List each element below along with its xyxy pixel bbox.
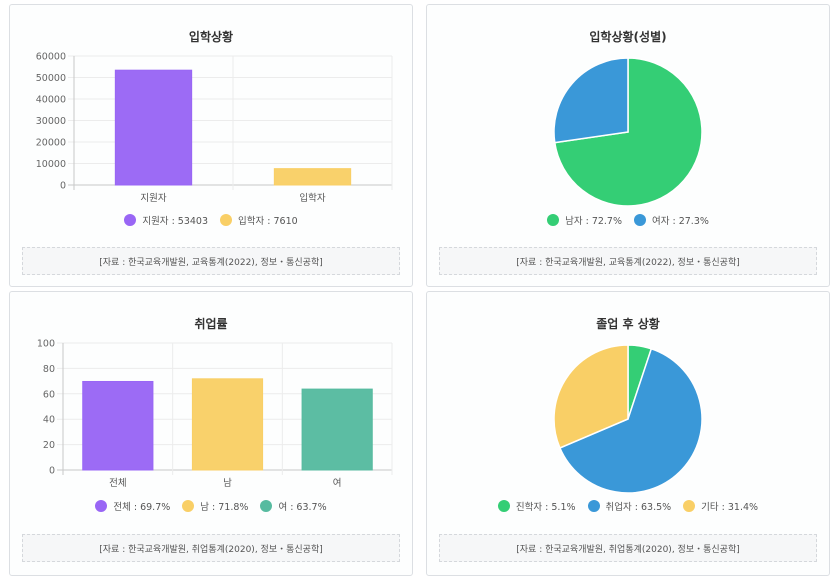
legend-dot-men bbox=[182, 500, 195, 512]
y-tick-label: 100 bbox=[37, 339, 55, 350]
pie-slice-2[interactable] bbox=[553, 344, 629, 449]
legend-label-total: 전체 : 69.7% bbox=[113, 502, 171, 513]
legend-after-graduation: 진학자 : 5.1% 취업자 : 63.5% 기타 : 31.4% bbox=[427, 499, 829, 513]
y-tick-label: 60000 bbox=[36, 52, 66, 63]
y-tick-label: 60 bbox=[43, 389, 55, 400]
legend-admission-gender: 남자 : 72.7% 여자 : 27.3% bbox=[427, 213, 829, 227]
bar-chart-employment-rate: 0 20 40 60 80 100 전체 남 여 bbox=[37, 339, 393, 489]
y-tick-label: 10000 bbox=[36, 159, 66, 170]
y-tick-label: 20 bbox=[43, 440, 55, 451]
legend-item-applicants[interactable]: 지원자 : 53403 bbox=[124, 213, 208, 227]
legend-dot-total bbox=[95, 500, 108, 512]
legend-dot-employed bbox=[587, 500, 600, 512]
y-tick-label: 30000 bbox=[36, 116, 66, 127]
legend-dot-female bbox=[634, 214, 646, 226]
legend-dot-other bbox=[683, 500, 696, 512]
legend-item-total[interactable]: 전체 : 69.7% bbox=[95, 499, 170, 513]
legend-item-women[interactable]: 여 : 63.7% bbox=[260, 499, 327, 513]
source-note-employment-rate: [자료 : 한국교육개발원, 취업통계(2020), 정보・통신공학] bbox=[22, 534, 400, 562]
legend-item-men[interactable]: 남 : 71.8% bbox=[182, 499, 248, 513]
legend-item-other[interactable]: 기타 : 31.4% bbox=[683, 499, 758, 513]
y-tick-label: 50000 bbox=[36, 73, 66, 84]
x-tick-label: 남 bbox=[223, 478, 232, 489]
x-tick-label: 전체 bbox=[109, 478, 126, 489]
pie-slice-1[interactable] bbox=[553, 57, 629, 144]
y-tick-label: 80 bbox=[43, 364, 55, 375]
chart-card-after-graduation: 졸업 후 상황 진학자 : 5.1% 취업자 : 63.5% 기타 : 31.4… bbox=[426, 291, 830, 576]
legend-item-employed[interactable]: 취업자 : 63.5% bbox=[587, 499, 672, 513]
source-note-admission: [자료 : 한국교육개발원, 교육통계(2022), 정보・통신공학] bbox=[22, 247, 400, 275]
legend-label-further-study: 진학자 : 5.1% bbox=[515, 502, 576, 513]
legend-admission: 지원자 : 53403 입학자 : 7610 bbox=[10, 213, 412, 227]
chart-card-admission: 입학상황 0 10000 20000 30000 40000 50000 60000 지원자 입… bbox=[9, 4, 413, 287]
legend-dot-admitted bbox=[220, 214, 233, 226]
chart-title-employment-rate: 취업률 bbox=[194, 317, 228, 331]
chart-card-employment-rate: 취업률 0 20 40 60 80 100 전체 남 여 전체 : 69.7% 남 : 71.8… bbox=[9, 291, 413, 576]
x-tick-label: 입학자 bbox=[299, 192, 325, 204]
bar-1[interactable] bbox=[191, 378, 264, 471]
legend-item-female[interactable]: 여자 : 27.3% bbox=[634, 213, 709, 227]
legend-label-women: 여 : 63.7% bbox=[278, 502, 327, 513]
legend-label-other: 기타 : 31.4% bbox=[701, 502, 759, 513]
bar-2[interactable] bbox=[301, 388, 373, 471]
chart-title-admission: 입학상황 bbox=[188, 30, 234, 44]
pie-chart-after-graduation bbox=[553, 344, 703, 494]
legend-label-admitted: 입학자 : 7610 bbox=[238, 216, 298, 227]
bar-0[interactable] bbox=[114, 69, 193, 186]
x-tick-label: 지원자 bbox=[140, 193, 166, 204]
legend-dot-applicants bbox=[124, 214, 137, 226]
source-note-admission-gender: [자료 : 한국교육개발원, 교육통계(2022), 정보・통신공학] bbox=[439, 247, 817, 275]
y-tick-label: 40000 bbox=[36, 95, 66, 106]
chart-card-admission-gender: 입학상황(성별) 남자 : 72.7% 여자 : 27.3% [자료 : 한국교… bbox=[426, 4, 830, 287]
bar-0[interactable] bbox=[82, 380, 154, 471]
y-tick-label: 0 bbox=[49, 466, 55, 477]
bar-1[interactable] bbox=[273, 168, 352, 186]
legend-label-male: 남자 : 72.7% bbox=[565, 216, 622, 227]
legend-label-men: 남 : 71.8% bbox=[200, 502, 249, 513]
source-note-after-graduation: [자료 : 한국교육개발원, 취업통계(2020), 정보・통신공학] bbox=[439, 534, 817, 562]
legend-item-further-study[interactable]: 진학자 : 5.1% bbox=[497, 499, 576, 513]
y-tick-label: 40 bbox=[43, 415, 55, 426]
legend-item-admitted[interactable]: 입학자 : 7610 bbox=[220, 213, 298, 227]
pie-chart-admission-gender bbox=[553, 57, 703, 207]
legend-label-employed: 취업자 : 63.5% bbox=[605, 502, 672, 513]
legend-employment-rate: 전체 : 69.7% 남 : 71.8% 여 : 63.7% bbox=[10, 499, 412, 513]
y-tick-label: 0 bbox=[60, 181, 66, 192]
legend-label-applicants: 지원자 : 53403 bbox=[142, 216, 209, 227]
y-tick-label: 20000 bbox=[36, 138, 66, 149]
pie-slice-1[interactable] bbox=[558, 347, 703, 494]
chart-title-admission-gender: 입학상황(성별) bbox=[589, 30, 667, 44]
legend-label-female: 여자 : 27.3% bbox=[652, 216, 709, 227]
chart-title-after-graduation: 졸업 후 상황 bbox=[596, 317, 660, 331]
legend-dot-women bbox=[260, 500, 273, 512]
bar-chart-admission: 0 10000 20000 30000 40000 50000 60000 지원자 입학자 bbox=[36, 52, 393, 204]
legend-dot-male bbox=[547, 214, 560, 226]
x-tick-label: 여 bbox=[333, 477, 342, 489]
legend-dot-further-study bbox=[497, 500, 510, 512]
legend-item-male[interactable]: 남자 : 72.7% bbox=[547, 213, 622, 227]
